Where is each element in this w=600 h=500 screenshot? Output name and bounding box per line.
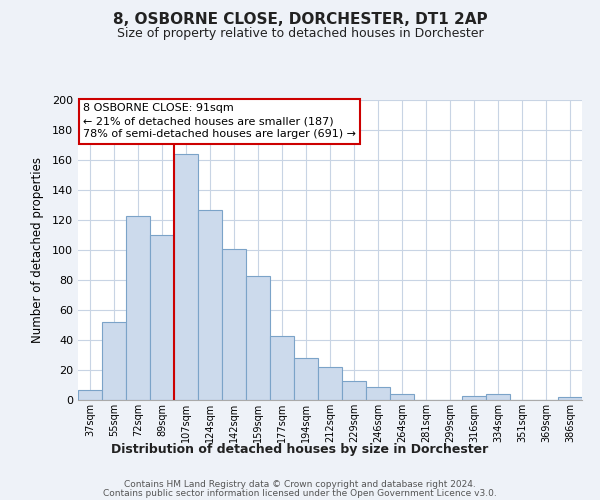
Y-axis label: Number of detached properties: Number of detached properties (31, 157, 44, 343)
Bar (222, 248, 246, 400)
Bar (318, 367, 342, 400)
Text: 8, OSBORNE CLOSE, DORCHESTER, DT1 2AP: 8, OSBORNE CLOSE, DORCHESTER, DT1 2AP (113, 12, 487, 28)
Bar (246, 276, 270, 400)
Bar (294, 358, 318, 400)
Bar (342, 380, 366, 400)
Text: Contains HM Land Registry data © Crown copyright and database right 2024.: Contains HM Land Registry data © Crown c… (124, 480, 476, 489)
Bar (486, 394, 510, 400)
Text: 8 OSBORNE CLOSE: 91sqm
← 21% of detached houses are smaller (187)
78% of semi-de: 8 OSBORNE CLOSE: 91sqm ← 21% of detached… (83, 103, 356, 140)
Bar (366, 386, 390, 400)
Bar (462, 396, 486, 400)
Bar (558, 397, 582, 400)
Text: Contains public sector information licensed under the Open Government Licence v3: Contains public sector information licen… (103, 489, 497, 498)
Bar (390, 394, 414, 400)
Bar (102, 322, 126, 400)
Bar (150, 235, 174, 400)
Bar (270, 336, 294, 400)
Bar (78, 390, 102, 400)
Text: Size of property relative to detached houses in Dorchester: Size of property relative to detached ho… (116, 28, 484, 40)
Bar (174, 154, 198, 400)
Text: Distribution of detached houses by size in Dorchester: Distribution of detached houses by size … (112, 442, 488, 456)
Bar (126, 216, 150, 400)
Bar (198, 210, 222, 400)
